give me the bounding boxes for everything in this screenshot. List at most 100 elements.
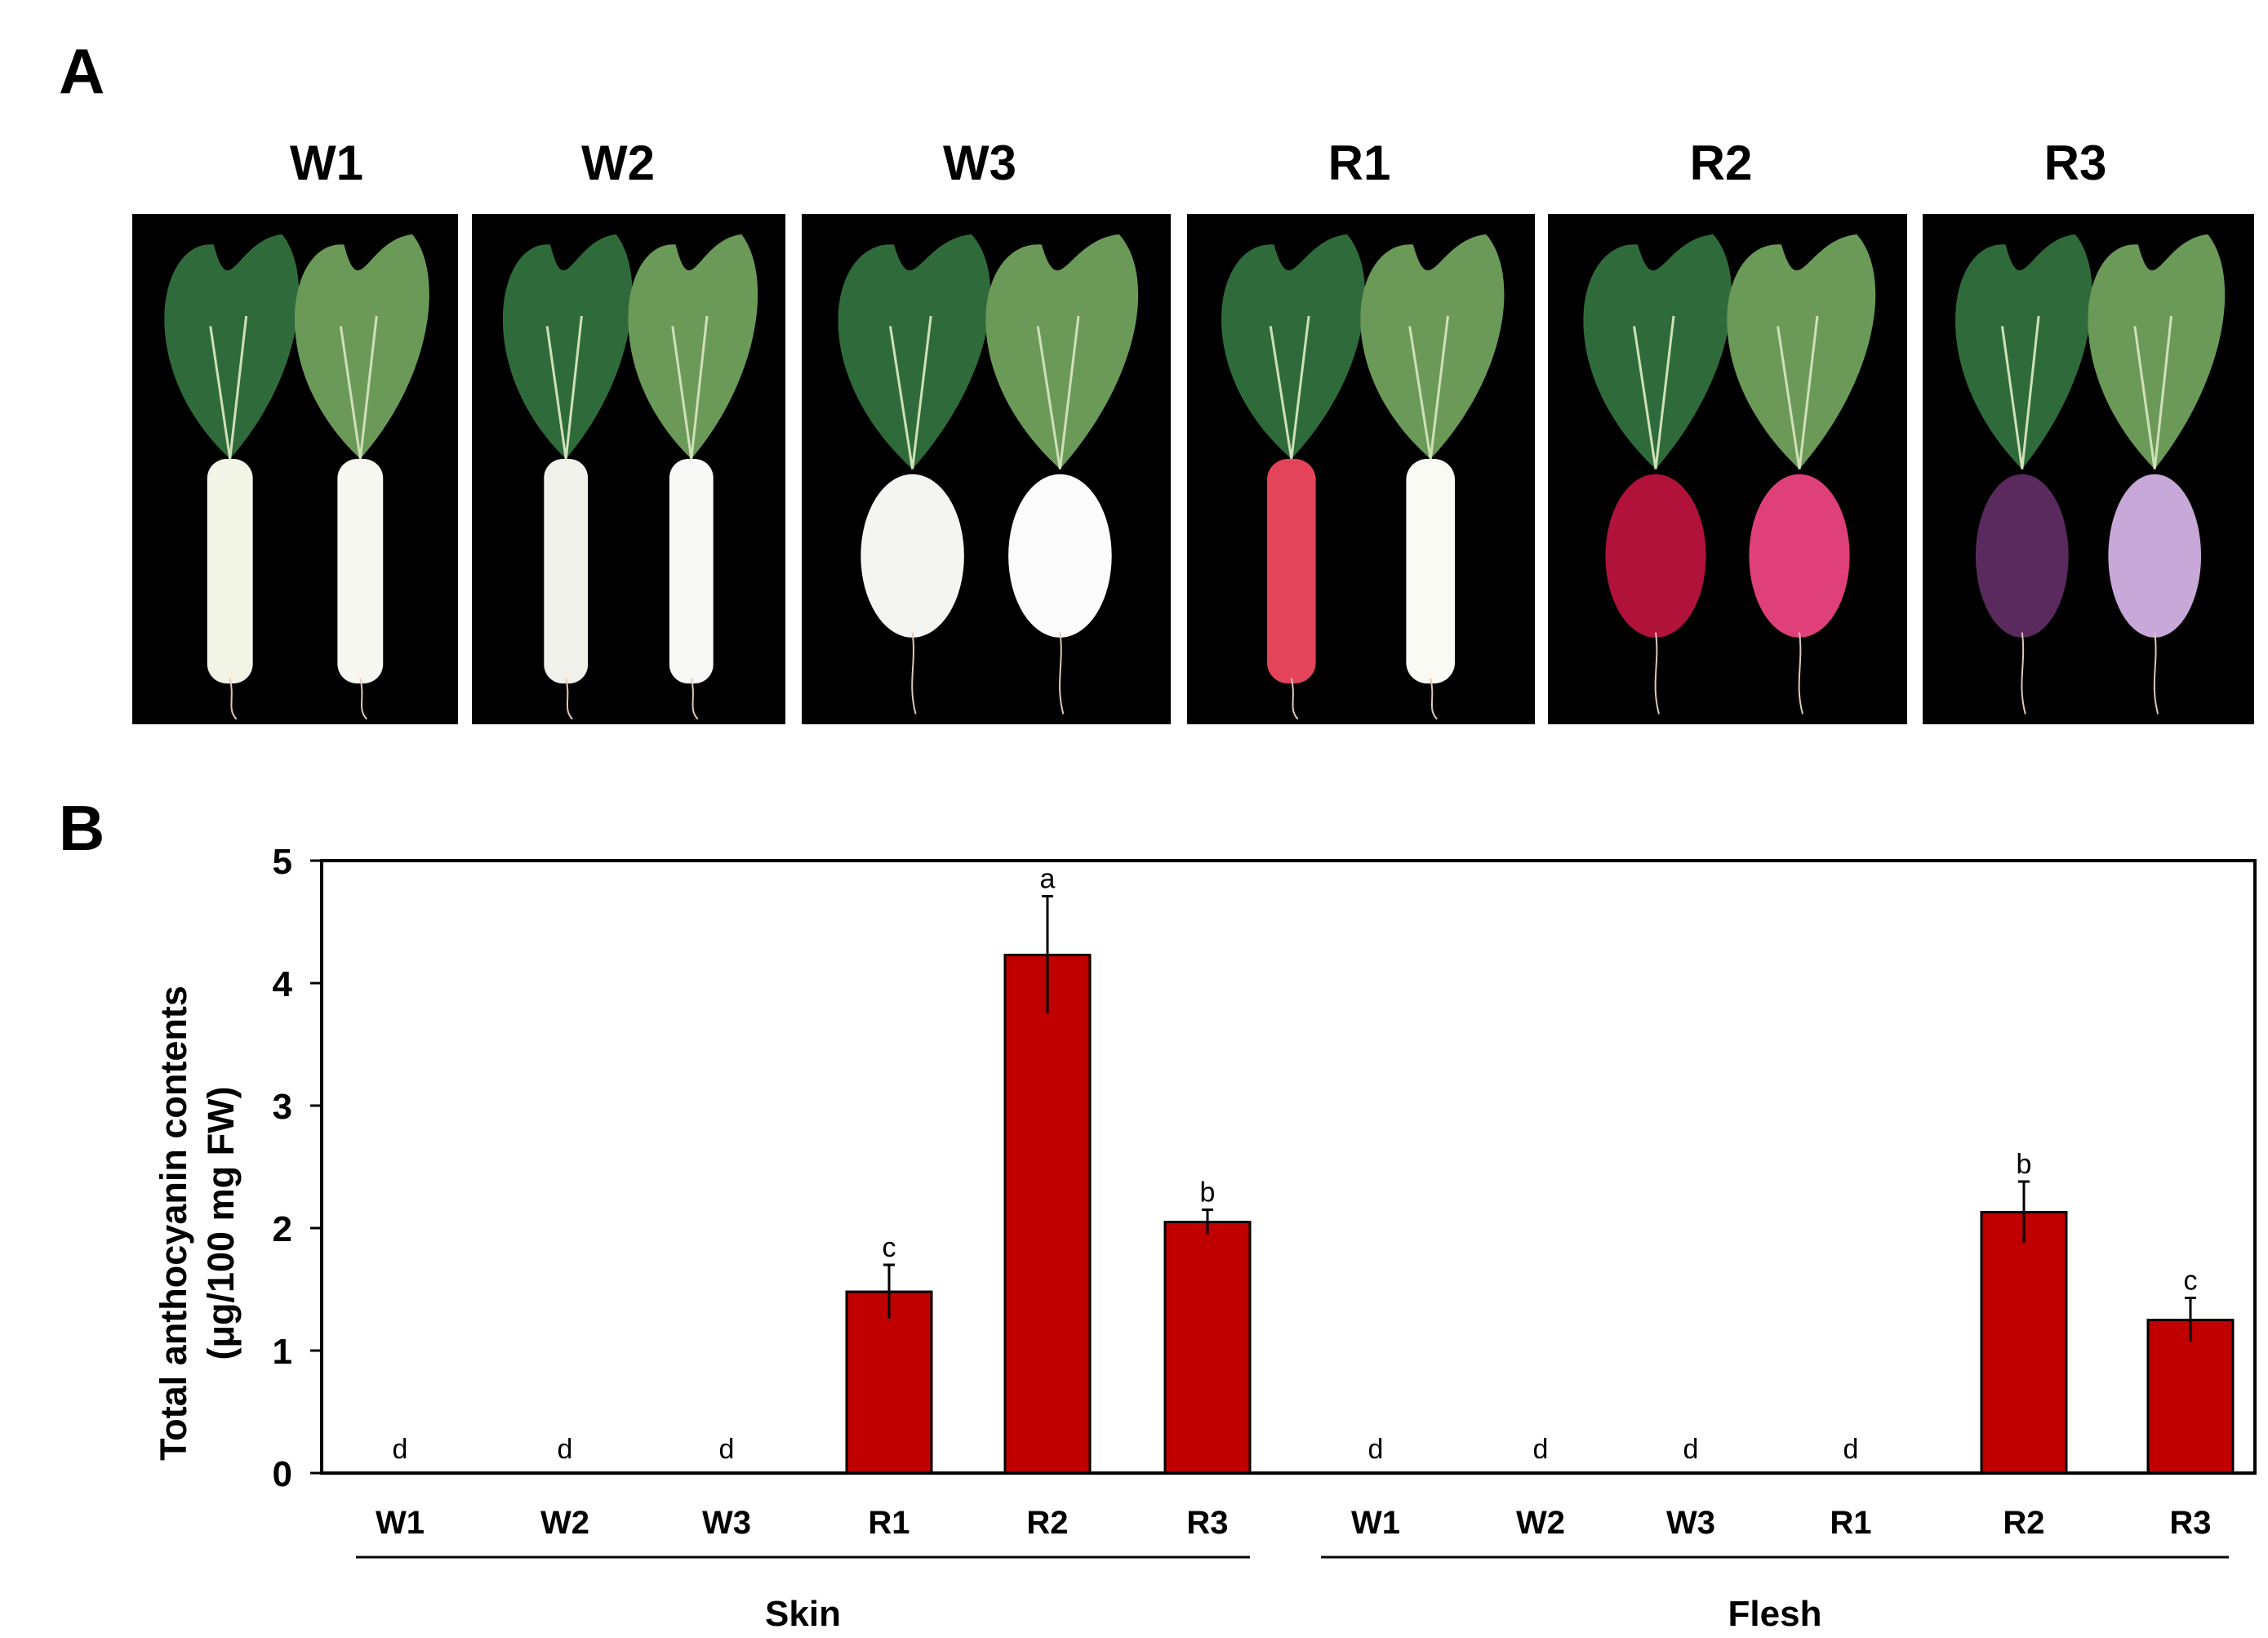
significance-letter: a — [1040, 864, 1056, 895]
x-tick-label: W3 — [1666, 1505, 1715, 1541]
photo-title-r2: R2 — [1689, 136, 1753, 190]
x-tick-label: W2 — [540, 1505, 589, 1541]
stem-icon — [1633, 315, 1675, 470]
leaf-cluster-icon — [2088, 234, 2226, 470]
y-tick-label: 0 — [273, 1454, 292, 1494]
taproot-icon — [1430, 678, 1438, 720]
y-tick-label: 2 — [273, 1209, 292, 1249]
photo-title-w2: W2 — [581, 136, 655, 190]
significance-letter: c — [2184, 1266, 2198, 1297]
panel-b-label: B — [59, 792, 105, 864]
group-label: Skin — [765, 1594, 841, 1634]
radish-root-icon — [544, 459, 589, 683]
x-tick-label: R2 — [2003, 1505, 2044, 1541]
leaf-cluster-icon — [1955, 234, 2092, 470]
y-axis-title-line1: Total anthocyanin contents — [153, 986, 194, 1461]
stem-icon — [339, 315, 378, 460]
taproot-icon — [2153, 632, 2159, 714]
taproot-icon — [229, 678, 238, 720]
leaf-cluster-icon — [985, 234, 1139, 470]
taproot-icon — [690, 678, 699, 720]
bar — [845, 1290, 933, 1475]
stem-icon — [1777, 315, 1819, 470]
leaf-cluster-icon — [164, 234, 300, 459]
taproot-icon — [1290, 678, 1299, 720]
taproot-icon — [911, 632, 917, 714]
bar — [1163, 1221, 1252, 1475]
significance-letter: d — [1683, 1434, 1699, 1465]
radish-root-icon — [207, 459, 253, 683]
radish-root-icon — [1008, 474, 1112, 638]
taproot-icon — [2021, 632, 2026, 714]
bar — [1980, 1211, 2068, 1475]
photo-title-r1: R1 — [1327, 136, 1391, 190]
plot-frame — [320, 859, 2257, 1475]
radish-photo-r2 — [1548, 214, 1907, 724]
significance-letter: d — [1368, 1434, 1384, 1465]
radish-photo-w1 — [132, 214, 458, 724]
leaf-cluster-icon — [838, 234, 991, 470]
taproot-icon — [1059, 632, 1065, 714]
y-axis-title: Total anthocyanin contents (μg/100 mg FW… — [153, 986, 242, 1461]
stem-icon — [888, 315, 932, 470]
bar — [2146, 1319, 2235, 1475]
stem-icon — [2000, 315, 2040, 470]
stem-icon — [671, 315, 709, 460]
leaf-cluster-icon — [1583, 234, 1732, 470]
radish-root-icon — [1975, 474, 2069, 638]
y-tick-label: 3 — [273, 1087, 292, 1127]
panel-a-label: A — [59, 35, 105, 107]
leaf-cluster-icon — [1360, 234, 1505, 459]
leaf-cluster-icon — [1727, 234, 1876, 470]
radish-photo-w2 — [472, 214, 785, 724]
x-tick-label: R3 — [1186, 1505, 1228, 1541]
significance-letter: b — [1200, 1177, 1216, 1208]
leaf-cluster-icon — [1221, 234, 1366, 459]
stem-icon — [545, 315, 583, 460]
radish-photo-r3 — [1923, 214, 2254, 724]
radish-root-icon — [1406, 459, 1456, 683]
photo-title-r3: R3 — [2043, 136, 2107, 190]
taproot-icon — [1654, 632, 1660, 714]
x-tick-label: W1 — [376, 1505, 425, 1541]
x-tick-label: W1 — [1351, 1505, 1400, 1541]
radish-photo-r1 — [1187, 214, 1535, 724]
significance-letter: c — [883, 1232, 896, 1263]
taproot-icon — [565, 678, 573, 720]
taproot-icon — [1798, 632, 1803, 714]
radish-root-icon — [669, 459, 714, 683]
stem-icon — [1408, 315, 1449, 460]
x-tick-label: W2 — [1516, 1505, 1565, 1541]
photo-title-w1: W1 — [290, 136, 363, 190]
significance-letter: d — [1533, 1434, 1549, 1465]
x-tick-label: W3 — [702, 1505, 751, 1541]
y-axis-title-line2: (μg/100 mg FW) — [200, 1086, 242, 1360]
significance-letter: d — [719, 1434, 735, 1465]
y-tick-label: 1 — [273, 1332, 292, 1372]
stem-icon — [2133, 315, 2172, 470]
stem-icon — [1036, 315, 1080, 470]
leaf-cluster-icon — [502, 234, 633, 459]
x-tick-label: R3 — [2169, 1505, 2211, 1541]
y-tick-label: 5 — [273, 842, 292, 882]
stem-icon — [1269, 315, 1310, 460]
significance-letter: d — [1843, 1434, 1859, 1465]
x-tick-label: R1 — [1830, 1505, 1871, 1541]
group-label: Flesh — [1728, 1594, 1822, 1634]
taproot-icon — [359, 678, 368, 720]
radish-root-icon — [2108, 474, 2202, 638]
radish-root-icon — [861, 474, 964, 638]
radish-root-icon — [1605, 474, 1706, 638]
x-tick-label: R2 — [1026, 1505, 1068, 1541]
bar — [1003, 954, 1092, 1475]
radish-photo-w3 — [802, 214, 1171, 724]
y-tick-label: 4 — [273, 964, 293, 1004]
photo-title-w3: W3 — [943, 136, 1016, 190]
significance-letter: d — [558, 1434, 573, 1465]
anthocyanin-bar-chart: Total anthocyanin contents (μg/100 mg FW… — [153, 842, 2257, 1634]
radish-root-icon — [1266, 459, 1316, 683]
significance-letter: b — [2017, 1149, 2032, 1180]
leaf-cluster-icon — [294, 234, 429, 459]
significance-letter: d — [393, 1434, 408, 1465]
radish-root-icon — [337, 459, 384, 683]
